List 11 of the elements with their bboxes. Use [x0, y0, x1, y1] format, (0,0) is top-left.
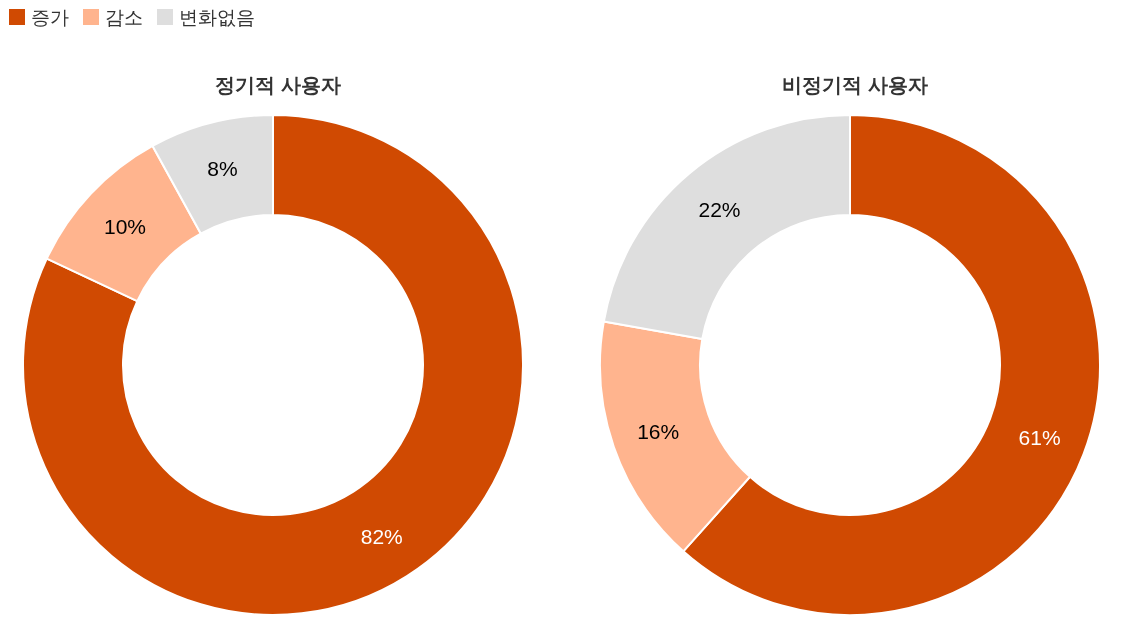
data-label: 10%	[104, 214, 147, 238]
chart-title: 비정기적 사용자	[781, 73, 929, 97]
legend-label: 증가	[31, 6, 69, 28]
data-label: 22%	[698, 197, 741, 221]
data-label: 82%	[360, 524, 403, 548]
legend-label: 감소	[105, 6, 143, 28]
data-label: 8%	[207, 156, 238, 180]
data-label: 16%	[637, 419, 680, 443]
text: 정기적 사용자	[214, 73, 342, 97]
legend-label: 변화없음	[179, 6, 255, 28]
data-label: 61%	[1018, 425, 1061, 449]
